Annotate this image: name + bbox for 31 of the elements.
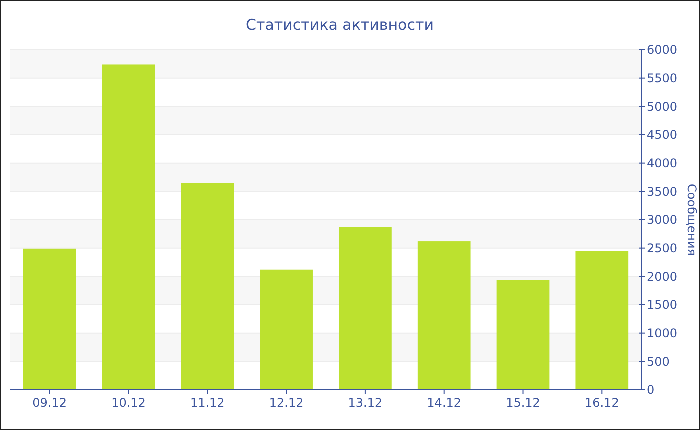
bar	[102, 64, 156, 390]
y-tick-label: 3500	[647, 184, 678, 199]
bar	[418, 242, 471, 390]
x-tick-label: 11.12	[190, 396, 225, 410]
y-tick-label: 4000	[647, 156, 678, 171]
bar	[23, 248, 76, 390]
x-tick-label: 16.12	[584, 396, 620, 410]
x-tick-label: 09.12	[32, 396, 68, 410]
x-tick-label: 12.12	[269, 396, 304, 410]
y-tick-label: 2500	[647, 242, 678, 256]
y-axis-title: Сообщения	[685, 184, 699, 256]
y-tick-label: 4500	[647, 128, 678, 142]
y-tick-label: 2000	[647, 270, 678, 284]
x-tick-label: 14.12	[427, 396, 462, 410]
x-tick-label: 15.12	[506, 396, 540, 410]
y-tick-label: 1000	[647, 326, 678, 341]
bar	[496, 280, 550, 390]
bar	[260, 270, 313, 390]
bar	[181, 183, 234, 390]
y-tick-label: 5500	[647, 72, 678, 86]
bar	[339, 227, 392, 390]
y-tick-label: 1500	[647, 298, 678, 312]
x-tick-label: 10.12	[112, 396, 146, 410]
x-tick-label: 13.12	[348, 396, 383, 410]
y-tick-label: 3000	[647, 213, 678, 228]
chart-title: Статистика активности	[246, 16, 434, 34]
bar	[576, 251, 629, 390]
y-tick-label: 6000	[647, 43, 678, 58]
y-tick-label: 5000	[647, 100, 678, 114]
y-tick-label: 500	[647, 354, 670, 369]
y-tick-label: 0	[647, 383, 655, 398]
